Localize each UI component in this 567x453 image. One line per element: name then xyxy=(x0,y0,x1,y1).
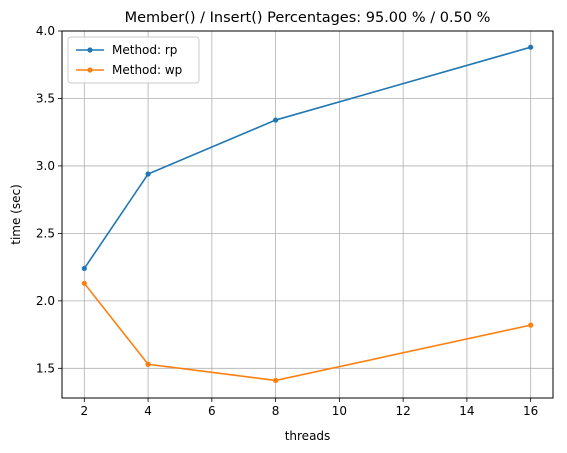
plot-frame xyxy=(61,30,554,399)
series-point-0 xyxy=(528,44,534,50)
x-tick-label: 8 xyxy=(272,404,280,418)
x-tick-label: 4 xyxy=(144,404,152,418)
legend-box xyxy=(67,36,200,84)
x-tick-label: 10 xyxy=(332,404,347,418)
x-tick-label: 16 xyxy=(523,404,538,418)
y-tick-label: 3.0 xyxy=(36,159,55,173)
series-point-1 xyxy=(528,322,534,328)
y-axis-ticks: 1.5 2.0 2.5 3.0 3.5 4.0 xyxy=(36,24,62,375)
chart-title: Member() / Insert() Percentages: 95.00 %… xyxy=(125,10,491,26)
legend-marker xyxy=(87,47,93,53)
series-line-1 xyxy=(83,282,531,382)
x-tick-label: 6 xyxy=(208,404,216,418)
series-line-0 xyxy=(83,46,531,269)
y-tick-label: 4.0 xyxy=(36,24,55,38)
legend-marker xyxy=(87,67,93,73)
legend-label: Method: rp xyxy=(112,43,177,57)
series-point-1 xyxy=(145,361,151,367)
series-point-1 xyxy=(81,280,87,286)
series-point-0 xyxy=(81,265,87,272)
x-axis-ticks: 2 4 6 8 10 12 14 16 xyxy=(80,398,538,418)
x-tick-label: 2 xyxy=(80,404,88,418)
y-tick-label: 1.5 xyxy=(36,361,55,375)
x-tick-label: 12 xyxy=(396,404,411,418)
x-tick-label: 14 xyxy=(459,404,474,418)
series-point-0 xyxy=(273,117,279,123)
series-lines xyxy=(81,44,534,384)
x-axis-label: threads xyxy=(285,429,331,443)
y-tick-label: 2.0 xyxy=(36,294,55,308)
legend-label: Method: wp xyxy=(112,63,182,77)
legend: Method: rp Method: wp xyxy=(67,36,200,84)
y-tick-label: 3.5 xyxy=(36,91,55,105)
y-axis-label: time (sec) xyxy=(9,184,23,245)
series-point-0 xyxy=(145,171,151,177)
y-tick-label: 2.5 xyxy=(36,226,55,240)
series-point-1 xyxy=(273,377,279,384)
